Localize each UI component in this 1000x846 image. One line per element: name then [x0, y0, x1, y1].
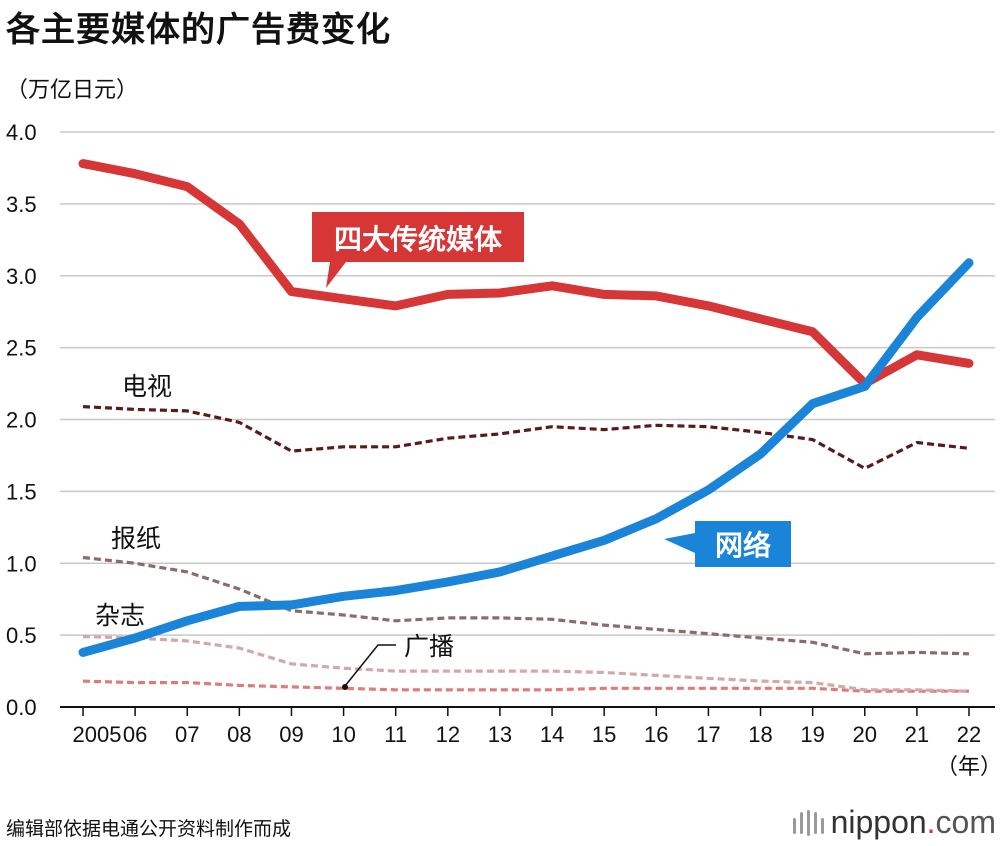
x-tick-label: 16: [644, 722, 668, 747]
logo-dot: .: [926, 804, 936, 840]
series-line-2: [78, 258, 974, 657]
x-tick-label: 11: [384, 722, 407, 747]
logo-name: nippon: [830, 804, 927, 840]
x-tick-label: 22: [957, 722, 981, 747]
series-label: 四大传统媒体: [334, 223, 503, 255]
series-line-4: [82, 555, 970, 656]
y-tick-label: 1.5: [6, 479, 37, 504]
series-label: 报纸: [111, 525, 161, 553]
series-line-1: [78, 159, 974, 389]
y-tick-label: 4.0: [6, 120, 37, 145]
x-tick-label: 14: [540, 722, 564, 747]
x-axis-unit: （年）: [936, 754, 1000, 779]
y-tick-label: 3.5: [6, 192, 37, 217]
x-tick-label: 08: [227, 722, 251, 747]
series-label: 杂志: [95, 602, 145, 630]
source-note: 编辑部依据电通公开资料制作而成: [6, 818, 292, 840]
x-tick-label: 17: [696, 722, 720, 747]
logo-mark-icon: [791, 808, 825, 838]
series-line-5: [82, 635, 970, 693]
y-axis-unit: （万亿日元）: [6, 78, 139, 103]
y-tick-label: 2.5: [6, 336, 37, 361]
chart-title: 各主要媒体的广告费变化: [6, 10, 391, 50]
y-tick-label: 0.5: [6, 623, 37, 648]
series-label: 网络: [715, 529, 771, 561]
series-label: 广播: [404, 633, 454, 661]
x-tick-label: 09: [279, 722, 303, 747]
x-tick-label: 18: [748, 722, 772, 747]
x-tick-label: 10: [331, 722, 355, 747]
x-tick-label: 13: [488, 722, 512, 747]
y-tick-label: 0.0: [6, 695, 37, 720]
leader-dot: [342, 684, 348, 690]
series-line-6: [82, 679, 969, 693]
y-tick-label: 2.0: [6, 408, 37, 433]
x-tick-label: 19: [800, 722, 824, 747]
x-tick-label: 20: [853, 722, 877, 747]
y-tick-label: 1.0: [6, 551, 37, 576]
x-tick-label: 21: [905, 722, 929, 747]
logo-tld: com: [935, 804, 996, 840]
series-label-box: [312, 212, 524, 288]
x-tick-label: 07: [175, 722, 199, 747]
nippon-logo: nippon. com: [791, 804, 996, 841]
x-tick-label: 15: [592, 722, 616, 747]
x-tick-label: 2005: [73, 722, 122, 747]
series-label: 电视: [122, 373, 172, 401]
y-tick-label: 3.0: [6, 264, 37, 289]
series-label-box: [664, 521, 791, 567]
series-line-3: [82, 405, 970, 470]
x-tick-label: 12: [436, 722, 460, 747]
leader-line: [344, 644, 396, 687]
x-tick-label: 06: [123, 722, 147, 747]
